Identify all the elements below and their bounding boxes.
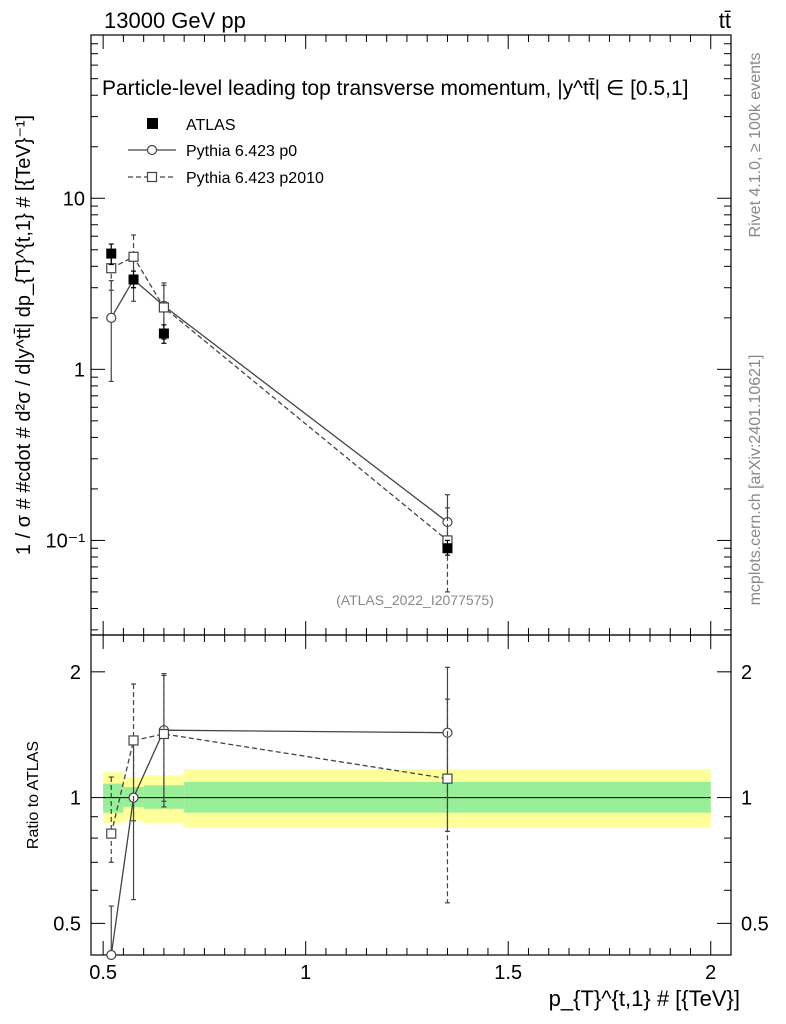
data-point-atlas xyxy=(128,274,139,285)
series-line-p0 xyxy=(110,278,448,523)
mcplots-label: mcplots.cern.ch [arXiv:2401.10621] xyxy=(747,355,764,606)
legend-atlas-label: ATLAS xyxy=(186,117,236,134)
legend-p0-marker xyxy=(146,144,158,156)
legend-atlas-marker xyxy=(147,118,158,129)
rivet-label: Rivet 4.1.0, ≥ 100k events xyxy=(747,53,764,238)
analysis-id: (ATLAS_2022_I2077575) xyxy=(336,592,494,608)
ratio-panel: 2 2 1 1 0.5 0.5 0.5 1 1.5 2 Ratio to ATLAS p_{T}^… xyxy=(25,634,769,1011)
ratio-y-tick-label-left: 2 xyxy=(70,662,81,684)
series-line-p2010 xyxy=(110,255,448,541)
main-y-axis-label: 1 / σ # #cdot # d²σ / d|y^tt̄| dp_{T}^{t… xyxy=(13,115,35,555)
legend: ATLAS Pythia 6.423 p0 Pythia 6.423 p2010 xyxy=(128,117,324,187)
ratio-point-p2010 xyxy=(128,735,139,746)
ratio-y-tick-label-right: 1 xyxy=(741,788,752,810)
ratio-frame xyxy=(90,634,732,956)
main-panel: 10 1 10⁻¹ Particle-level leading top trans… xyxy=(13,34,732,636)
legend-p2010-marker xyxy=(146,171,158,183)
ratio-point-p2010 xyxy=(106,828,117,839)
x-tick-label: 1 xyxy=(300,962,311,984)
data-point-atlas xyxy=(106,248,117,259)
ratio-y-axis-label: Ratio to ATLAS xyxy=(25,741,42,849)
legend-p2010-label: Pythia 6.423 p2010 xyxy=(186,170,324,187)
data-point-p0 xyxy=(106,312,117,323)
data-point-atlas xyxy=(442,543,453,554)
ratio-point-p0 xyxy=(106,949,117,961)
ratio-line-p0 xyxy=(110,729,448,956)
data-point-p2010 xyxy=(128,251,139,262)
data-point-p2010 xyxy=(158,302,170,313)
ratio-y-tick-label-left: 0.5 xyxy=(53,913,81,935)
ratio-point-p2010 xyxy=(158,728,170,740)
main-y-tick-label: 1 xyxy=(74,359,85,381)
ratio-y-tick-label-left: 1 xyxy=(70,788,81,810)
legend-p0-label: Pythia 6.423 p0 xyxy=(186,143,297,160)
x-tick-label: 1.5 xyxy=(494,962,522,984)
main-y-tick-label: 10⁻¹ xyxy=(46,530,86,552)
data-point-atlas xyxy=(158,328,169,339)
ratio-y-tick-label-right: 0.5 xyxy=(741,913,769,935)
process-label: tt̄ xyxy=(719,8,731,33)
x-axis-label: p_{T}^{t,1} # [{TeV}] xyxy=(549,986,740,1011)
x-tick-label: 0.5 xyxy=(89,962,117,984)
plot-title: Particle-level leading top transverse mo… xyxy=(102,77,688,100)
ratio-point-p2010 xyxy=(442,773,453,784)
main-y-tick-label: 10 xyxy=(63,188,85,210)
x-tick-label: 2 xyxy=(705,962,716,984)
ratio-y-tick-label-right: 2 xyxy=(741,662,752,684)
uncertainty-band-green xyxy=(103,783,124,813)
energy-label: 13000 GeV pp xyxy=(104,8,246,33)
